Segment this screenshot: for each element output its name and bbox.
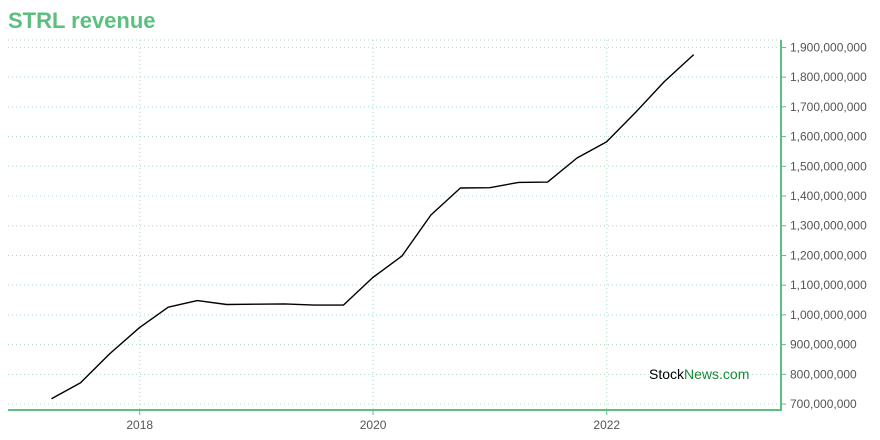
y-tick-label: 700,000,000 xyxy=(790,397,857,411)
series xyxy=(51,54,695,400)
watermark-com: .com xyxy=(719,366,749,382)
y-tick-label: 900,000,000 xyxy=(790,338,857,352)
x-tick-label: 2018 xyxy=(126,418,153,432)
y-tick-label: 1,000,000,000 xyxy=(790,308,867,322)
y-tick-label: 1,200,000,000 xyxy=(790,248,867,262)
chart-title: STRL revenue xyxy=(8,8,156,33)
y-tick-label: 1,300,000,000 xyxy=(790,219,867,233)
watermark-stock: Stock xyxy=(649,366,685,382)
x-tick-label: 2020 xyxy=(360,418,387,432)
x-tick-label: 2022 xyxy=(593,418,620,432)
revenue-series-line xyxy=(51,54,695,400)
y-tick-label: 1,600,000,000 xyxy=(790,130,867,144)
y-tick-label: 1,900,000,000 xyxy=(790,40,867,54)
y-tick-label: 1,100,000,000 xyxy=(790,278,867,292)
y-tick-label: 800,000,000 xyxy=(790,367,857,381)
y-tick-label: 1,400,000,000 xyxy=(790,189,867,203)
watermark-news: News xyxy=(684,366,719,382)
axes xyxy=(8,40,786,415)
y-tick-label: 1,500,000,000 xyxy=(790,159,867,173)
grid xyxy=(8,39,781,410)
watermark: StockNews.com xyxy=(649,366,749,382)
y-tick-label: 1,800,000,000 xyxy=(790,70,867,84)
tick-labels: 700,000,000 800,000,000 900,000,000 1,000,0… xyxy=(126,40,867,432)
y-tick-label: 1,700,000,000 xyxy=(790,100,867,114)
